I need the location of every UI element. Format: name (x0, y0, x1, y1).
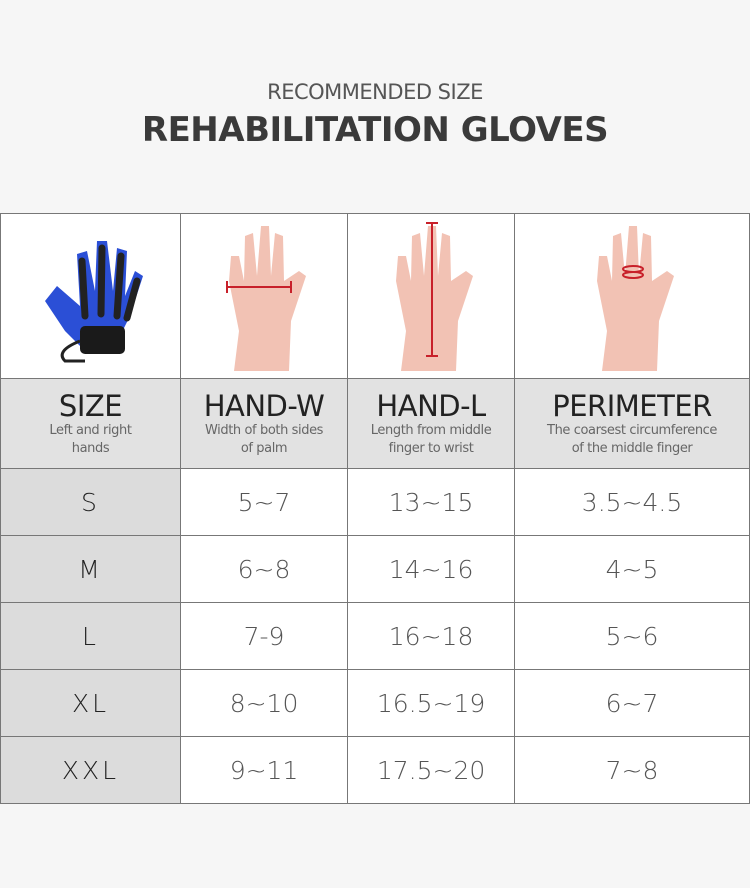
rehab-glove-image (45, 241, 144, 363)
size-value: 13~15 (347, 468, 516, 536)
size-value: 16.5~19 (347, 669, 516, 737)
size-value: 5~7 (179, 468, 349, 536)
size-label: XL (0, 669, 181, 737)
size-chart-table: SIZE Left and right hands HAND-W Width of b… (0, 213, 750, 804)
col-desc: of the middle finger (571, 440, 693, 456)
hand-width-image-cell (179, 213, 349, 379)
col-header-perimeter: PERIMETER The coarsest circumference of th… (514, 378, 750, 469)
hand-width-image (226, 226, 307, 371)
size-value: 3.5~4.5 (514, 468, 750, 536)
col-desc: Left and right (49, 422, 132, 438)
size-value: 8~10 (179, 669, 349, 737)
size-value: 16~18 (347, 602, 516, 670)
size-label: M (0, 535, 181, 603)
col-title: HAND-W (203, 388, 325, 423)
size-label: XXL (0, 736, 181, 804)
hand-length-image (396, 222, 474, 371)
size-label: S (0, 468, 181, 536)
subtitle: RECOMMENDED SIZE (267, 80, 483, 104)
size-value: 9~11 (179, 736, 349, 804)
size-value: 6~7 (514, 669, 750, 737)
col-desc: Width of both sides (205, 422, 324, 438)
col-header-hand-w: HAND-W Width of both sides of palm (179, 378, 349, 469)
size-value: 14~16 (347, 535, 516, 603)
hand-length-image-cell (347, 213, 516, 379)
col-header-hand-l: HAND-L Length from middle finger to wrist (347, 378, 516, 469)
col-desc: of palm (240, 440, 288, 456)
size-value: 5~6 (514, 602, 750, 670)
size-value: 17.5~20 (347, 736, 516, 804)
col-title: PERIMETER (552, 388, 712, 423)
size-label: L (0, 602, 181, 670)
table-row: XXL 9~11 17.5~20 7~8 (0, 736, 750, 804)
col-desc: finger to wrist (388, 440, 474, 456)
table-row: XL 8~10 16.5~19 6~7 (0, 669, 750, 737)
size-value: 7-9 (179, 602, 349, 670)
table-row: S 5~7 13~15 3.5~4.5 (0, 468, 750, 536)
col-desc: Length from middle (370, 422, 492, 438)
glove-image-cell (0, 213, 181, 379)
col-desc: hands (71, 440, 110, 456)
finger-perimeter-image (597, 226, 675, 371)
col-desc: The coarsest circumference (547, 422, 718, 438)
size-value: 6~8 (179, 535, 349, 603)
finger-perimeter-image-cell (514, 213, 750, 379)
col-header-size: SIZE Left and right hands (0, 378, 181, 469)
page-title: REHABILITATION GLOVES (141, 110, 609, 150)
size-value: 7~8 (514, 736, 750, 804)
size-value: 4~5 (514, 535, 750, 603)
table-row: L 7-9 16~18 5~6 (0, 602, 750, 670)
col-title: HAND-L (376, 388, 486, 423)
col-title: SIZE (58, 388, 123, 423)
table-row: M 6~8 14~16 4~5 (0, 535, 750, 603)
